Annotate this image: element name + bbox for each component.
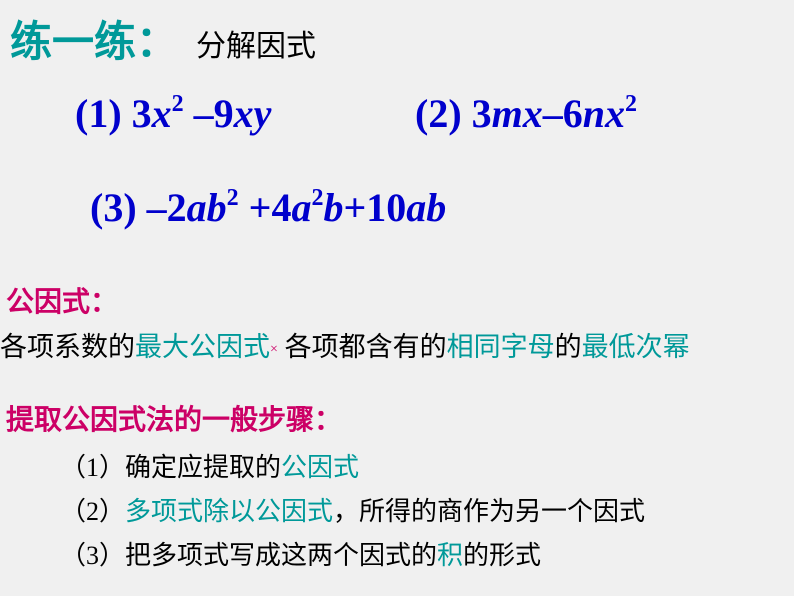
gcf-b: 最大公因式 <box>135 332 270 362</box>
s2c: ，所得的商作为另一个因式 <box>333 497 645 526</box>
p3-v3: b <box>323 185 343 230</box>
p3-label: (3) <box>90 185 147 230</box>
s1b: 公因式 <box>281 453 359 482</box>
gcf-label: 公因式： <box>6 280 118 320</box>
problem-1: (1) 3x2 –9xy <box>75 91 271 136</box>
step-2: （2）多项式除以公因式，所得的商作为另一个因式 <box>60 490 645 534</box>
p3-op2: + <box>239 185 272 230</box>
math-row-2: (3) –2ab2 +4a2b+10ab <box>90 184 446 231</box>
p3-n1: 2 <box>167 185 187 230</box>
s3b: 积 <box>437 541 463 570</box>
p3-n2: 4 <box>271 185 291 230</box>
steps-list: （1）确定应提取的公因式 （2）多项式除以公因式，所得的商作为另一个因式 （3）… <box>60 446 645 579</box>
p3-op1: – <box>147 185 167 230</box>
gcf-d: 相同字母 <box>447 332 555 362</box>
p2-e2: 2 <box>625 91 637 117</box>
p3-v4: ab <box>406 185 446 230</box>
s2b: 多项式除以公因式 <box>125 497 333 526</box>
p1-op: – <box>184 91 214 136</box>
gcf-a: 各项系数的 <box>0 332 135 362</box>
gcf-c: 各项都含有的 <box>278 332 447 362</box>
p1-n2: 9 <box>214 91 234 136</box>
s2a: （2） <box>60 497 125 526</box>
gcf-star: × <box>270 342 278 357</box>
steps-label: 提取公因式法的一般步骤： <box>6 398 342 438</box>
title-row: 练一练： 分解因式 <box>10 8 316 69</box>
p2-v1: mx <box>492 91 543 136</box>
p3-v1: ab <box>187 185 227 230</box>
p1-v2: xy <box>234 91 272 136</box>
p2-v2: nx <box>583 91 625 136</box>
gcf-f: 最低次幂 <box>582 332 690 362</box>
step-1: （1）确定应提取的公因式 <box>60 446 645 490</box>
problem-2: (2) 3mx–6nx2 <box>415 90 637 137</box>
p3-e2: 2 <box>311 185 323 211</box>
s1a: （1）确定应提取的 <box>60 453 281 482</box>
p1-e1: 2 <box>172 91 184 117</box>
step-3: （3）把多项式写成这两个因式的积的形式 <box>60 534 645 578</box>
p3-e1: 2 <box>227 185 239 211</box>
problem-3: (3) –2ab2 +4a2b+10ab <box>90 185 446 230</box>
p2-n2: 6 <box>563 91 583 136</box>
p2-n1: 3 <box>472 91 492 136</box>
s3c: 的形式 <box>463 541 541 570</box>
p1-label: (1) <box>75 91 132 136</box>
p1-n1: 3 <box>132 91 152 136</box>
p3-op3: + <box>343 185 366 230</box>
p3-n3: 10 <box>366 185 406 230</box>
math-row-1: (1) 3x2 –9xy (2) 3mx–6nx2 <box>75 90 775 137</box>
p2-label: (2) <box>415 91 472 136</box>
p2-op: – <box>543 91 563 136</box>
gcf-e: 的 <box>555 332 582 362</box>
gcf-line: 各项系数的最大公因式× 各项都含有的相同字母的最低次幂 <box>0 325 690 364</box>
s3a: （3）把多项式写成这两个因式的 <box>60 541 437 570</box>
title-main: 练一练： <box>10 8 178 69</box>
p3-v2: a <box>291 185 311 230</box>
p1-v1: x <box>152 91 172 136</box>
title-sub: 分解因式 <box>196 21 316 65</box>
